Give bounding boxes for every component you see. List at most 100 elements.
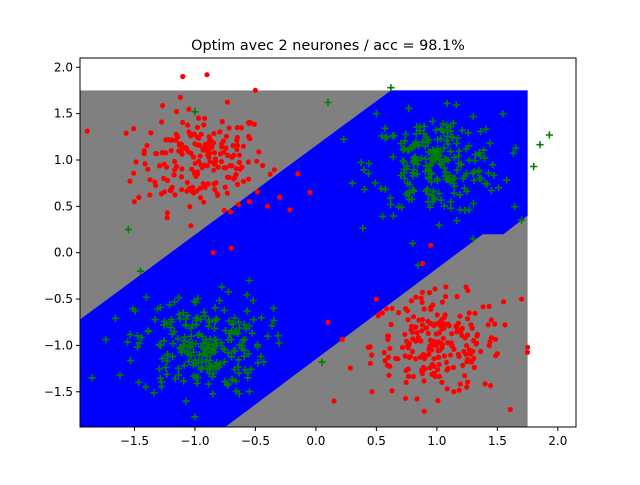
data-point-green	[371, 179, 379, 187]
data-point-red	[201, 122, 207, 128]
data-point-red	[131, 170, 137, 176]
data-point-red	[373, 296, 379, 302]
data-point-green	[441, 155, 449, 163]
data-point-red	[385, 354, 392, 360]
data-point-green	[202, 358, 210, 366]
data-point-green	[453, 217, 461, 225]
data-point-green	[408, 195, 416, 203]
data-point-green	[212, 336, 220, 344]
data-point-green	[456, 206, 464, 214]
data-point-red	[467, 351, 473, 357]
data-point-green	[228, 353, 236, 361]
data-point-red	[197, 153, 203, 159]
data-point-red	[494, 351, 500, 357]
data-point-red	[202, 184, 208, 191]
data-point-red	[399, 344, 406, 351]
data-point-red	[421, 306, 427, 312]
y-tick-label: −1.5	[44, 385, 73, 399]
data-point-green	[357, 158, 365, 167]
data-point-red	[194, 124, 200, 131]
data-point-red	[431, 363, 437, 369]
data-point-green	[482, 125, 490, 133]
data-point-green	[436, 147, 444, 156]
data-point-red	[201, 199, 207, 205]
data-point-red	[197, 195, 204, 201]
data-point-green	[360, 185, 368, 193]
data-point-red	[185, 122, 191, 128]
data-point-red	[228, 245, 234, 251]
data-point-green	[437, 160, 445, 169]
data-point-red	[439, 299, 446, 305]
data-point-red	[223, 133, 230, 139]
data-point-red	[402, 395, 409, 401]
data-point-red	[213, 180, 219, 186]
data-point-green	[486, 139, 494, 147]
data-point-red	[369, 352, 375, 358]
data-point-green	[424, 173, 433, 181]
data-point-green	[191, 108, 199, 116]
data-point-red	[435, 348, 441, 354]
data-point-red	[431, 356, 437, 362]
data-point-green	[200, 308, 208, 316]
data-point-green	[183, 311, 192, 319]
data-point-green	[171, 375, 179, 383]
plot-frame	[79, 57, 577, 428]
data-point-green	[410, 166, 418, 174]
data-point-green	[462, 145, 470, 153]
data-point-red	[464, 384, 470, 390]
x-tick-label: 2.0	[548, 434, 567, 448]
data-point-red	[418, 338, 424, 344]
data-point-green	[166, 301, 174, 309]
data-point-red	[231, 176, 237, 182]
data-point-green	[275, 339, 283, 347]
data-point-green	[435, 221, 443, 229]
data-point-red	[408, 327, 414, 333]
data-point-green	[228, 327, 236, 335]
data-point-red	[187, 204, 193, 210]
data-point-green	[234, 363, 242, 371]
data-point-green	[191, 356, 199, 364]
data-point-green	[167, 316, 175, 324]
data-point-green	[176, 315, 184, 323]
data-point-red	[486, 303, 492, 309]
data-point-red	[221, 149, 227, 155]
data-point-red	[246, 199, 252, 205]
data-point-red	[168, 148, 174, 154]
data-point-green	[476, 127, 485, 136]
data-point-green	[163, 370, 171, 378]
data-point-green	[229, 320, 237, 328]
data-point-red	[173, 137, 179, 143]
data-point-green	[126, 357, 135, 365]
data-point-green	[449, 174, 457, 183]
data-point-green	[410, 187, 418, 195]
data-point-red	[383, 306, 390, 312]
data-point-red	[407, 354, 413, 360]
data-point-red	[507, 406, 513, 413]
data-point-green	[126, 331, 134, 339]
data-point-green	[182, 397, 190, 405]
data-point-red	[502, 322, 508, 328]
data-point-red	[468, 322, 474, 328]
data-point-red	[256, 149, 262, 155]
data-point-red	[379, 310, 385, 316]
data-point-red	[449, 331, 455, 337]
data-point-red	[488, 335, 494, 341]
data-point-green	[138, 333, 146, 342]
data-point-green	[463, 187, 471, 195]
data-point-red	[347, 365, 353, 371]
data-point-green	[444, 140, 452, 148]
data-point-red	[331, 398, 337, 404]
data-point-green	[423, 185, 431, 193]
data-point-green	[232, 387, 240, 395]
data-point-green	[235, 369, 243, 377]
data-point-green	[260, 358, 268, 366]
data-point-green	[198, 356, 206, 364]
data-point-green	[210, 340, 218, 348]
data-point-red	[211, 167, 217, 173]
data-point-red	[252, 87, 258, 93]
data-point-green	[151, 316, 159, 324]
data-point-red	[462, 373, 468, 379]
data-point-green	[174, 335, 182, 343]
data-point-green	[386, 194, 394, 202]
data-point-red	[369, 389, 375, 395]
